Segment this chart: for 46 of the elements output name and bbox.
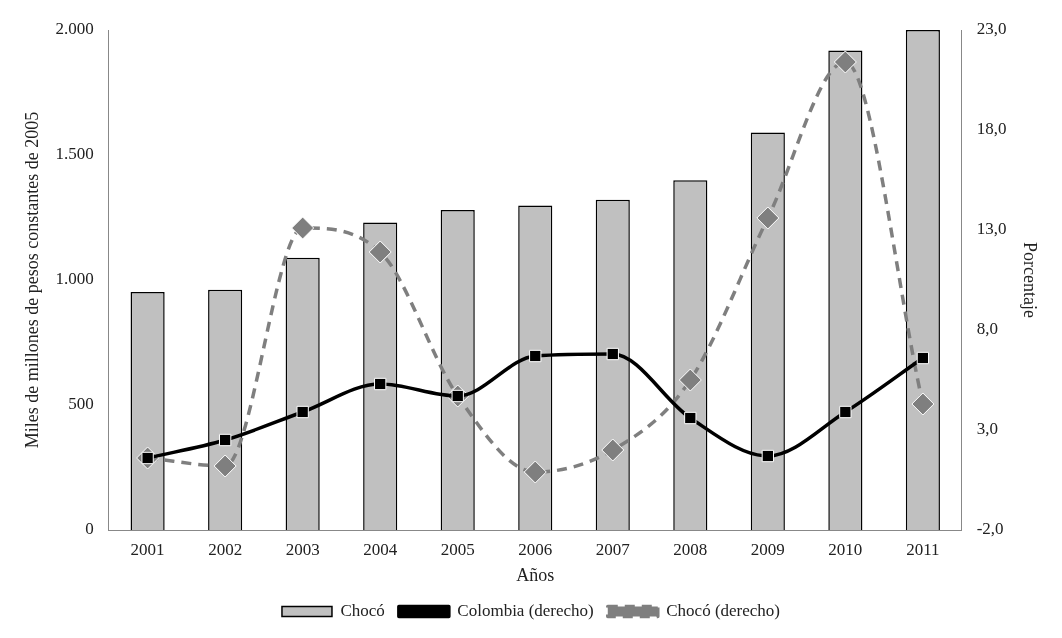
point bbox=[678, 368, 702, 392]
point bbox=[756, 206, 780, 230]
point bbox=[291, 216, 315, 240]
point bbox=[218, 433, 232, 447]
point bbox=[916, 351, 930, 365]
x-tick-label: 2010 bbox=[828, 539, 863, 559]
y2-tick-label: -2,0 bbox=[976, 519, 1004, 539]
point bbox=[374, 377, 387, 391]
point bbox=[368, 240, 392, 264]
x-tick-label: 2001 bbox=[130, 539, 165, 559]
point bbox=[761, 449, 774, 463]
y-tick-label: 2.000 bbox=[55, 19, 94, 39]
legend-label: Chocó (derecho) bbox=[666, 600, 781, 620]
y-tick-label: 500 bbox=[68, 394, 94, 414]
point bbox=[213, 454, 237, 478]
point bbox=[833, 50, 857, 74]
x-tick-label: 2005 bbox=[440, 539, 475, 559]
y2-tick-label: 8,0 bbox=[976, 319, 998, 339]
x-axis-title: Años bbox=[516, 564, 555, 585]
y2-tick-label: 13,0 bbox=[976, 219, 1007, 239]
point bbox=[911, 392, 935, 416]
point bbox=[684, 411, 697, 425]
y2-tick-label: 3,0 bbox=[976, 419, 998, 439]
point bbox=[606, 347, 619, 361]
y-tick-label: 1.000 bbox=[55, 269, 94, 289]
point bbox=[839, 405, 852, 419]
point bbox=[601, 438, 625, 462]
x-tick-label: 2003 bbox=[285, 539, 320, 559]
x-tick-label: 2004 bbox=[363, 539, 398, 559]
y2-axis-title: Porcentaje bbox=[1020, 242, 1041, 318]
point bbox=[529, 349, 542, 363]
x-tick-label: 2006 bbox=[518, 539, 553, 559]
y-tick-label: 0 bbox=[85, 519, 94, 539]
point bbox=[296, 405, 309, 419]
x-tick-label: 2011 bbox=[906, 539, 940, 559]
x-tick-label: 2007 bbox=[595, 539, 631, 559]
y2-tick-label: 18,0 bbox=[976, 119, 1007, 139]
y-axis-title: Miles de millones de pesos constantes de 2005 bbox=[21, 111, 42, 449]
x-tick-label: 2002 bbox=[208, 539, 243, 559]
y2-tick-label: 23,0 bbox=[976, 19, 1007, 39]
point bbox=[523, 460, 547, 484]
x-tick-label: 2009 bbox=[750, 539, 785, 559]
x-tick-label: 2008 bbox=[673, 539, 708, 559]
legend-label: Colombia (derecho) bbox=[457, 600, 594, 620]
y-tick-label: 1.500 bbox=[55, 144, 94, 164]
legend-label: Chocó bbox=[340, 600, 385, 620]
